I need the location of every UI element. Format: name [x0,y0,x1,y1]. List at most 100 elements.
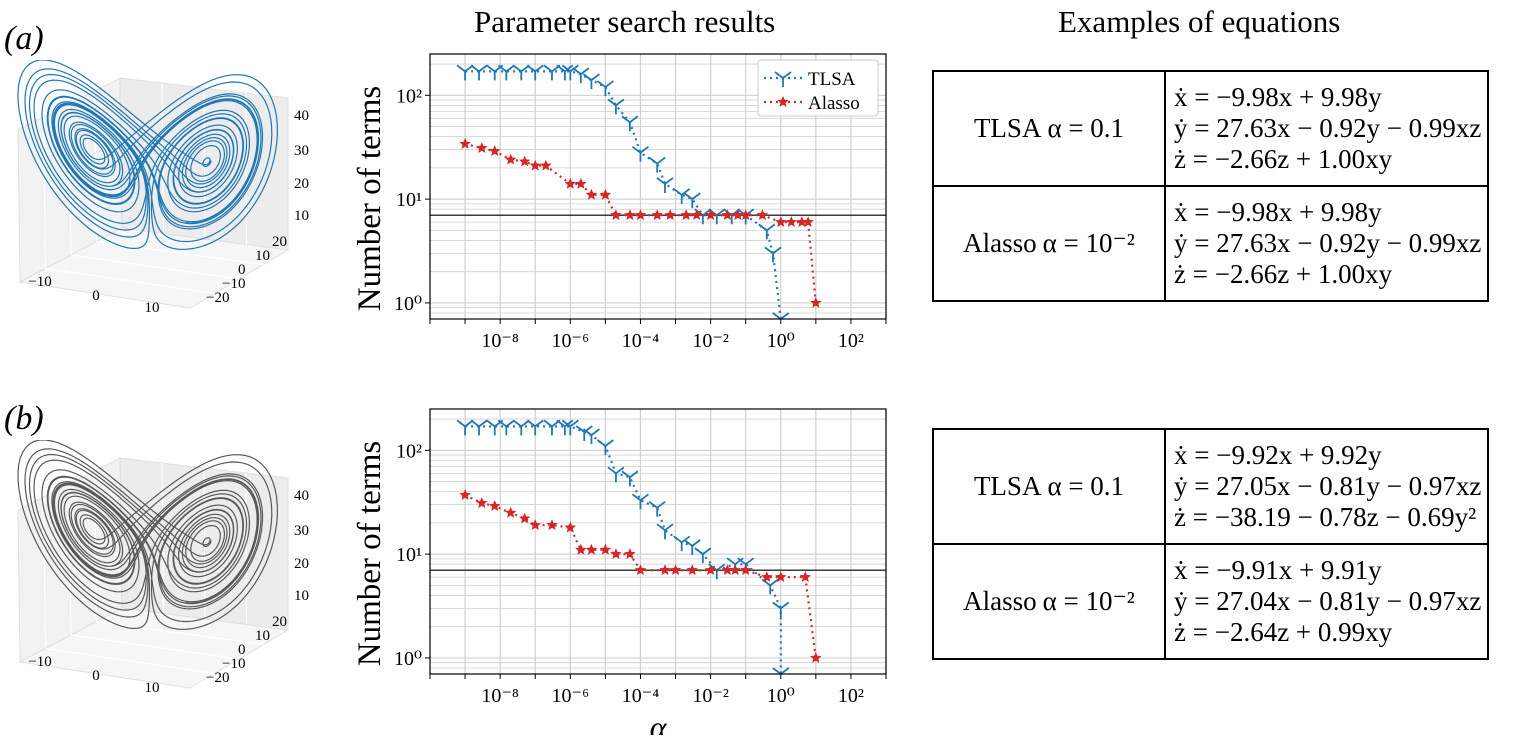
attractor-gridline [203,467,206,620]
data-point-tlsa [683,539,701,555]
table-row: Alasso α = 10⁻² ẋ = −9.91x + 9.91y ẏ = 27… [932,543,1490,660]
data-point-tlsa [772,667,790,674]
data-point-alasso [519,512,531,524]
x-tick-label: 10⁻⁶ [552,685,590,707]
legend: TLSA Alasso [757,59,879,117]
data-point-tlsa [497,64,515,81]
data-point-alasso [721,209,734,220]
attractor-gridline [42,496,47,649]
data-point-alasso [669,564,682,575]
data-point-alasso [624,209,636,220]
attractor-y-tick: 0 [238,262,246,278]
data-point-alasso [599,543,612,555]
attractor-gridline [45,267,215,295]
legend-marker [777,96,789,107]
attractor-pane [18,607,290,689]
attractor-x-tick: 0 [92,668,100,684]
attractor-gridline [42,116,47,269]
data-point-alasso [529,519,541,530]
equation-x: ẋ = −9.91x + 9.91y [1174,555,1382,585]
equation-z: ż = −2.66z + 1.00xy [1174,144,1393,174]
data-point-tlsa [673,535,691,552]
data-point-tlsa [694,547,712,564]
x-tick-label: 10⁻⁴ [622,685,660,707]
data-point-tlsa [648,156,666,173]
data-point-tlsa [543,419,561,436]
data-point-alasso [721,564,734,575]
data-point-alasso [740,209,752,220]
x-tick-label: 10⁻² [692,685,729,707]
data-point-tlsa [621,470,639,487]
data-point-alasso [796,216,808,227]
legend-marker [774,71,792,87]
equations-cell: ẋ = −9.92x + 9.92y ẏ = 27.05x − 0.81y − … [1163,428,1490,545]
attractor-z-tick: 40 [294,108,309,124]
x-tick-label: 10² [838,685,864,707]
equation-y: ẏ = 27.63x − 0.92y − 0.99xz [1174,113,1482,143]
data-point-alasso [691,209,703,220]
data-point-tlsa [572,67,590,84]
data-point-alasso [634,564,647,575]
data-point-tlsa [607,98,625,115]
equation-z: ż = −2.64z + 0.99xy [1174,617,1393,647]
method-param: α = 0.1 [1047,471,1125,501]
data-point-alasso [664,209,676,220]
data-point-tlsa [512,64,530,81]
data-point-tlsa [512,419,530,436]
method-name: Alasso [963,586,1037,616]
attractor-x-tick: −10 [28,274,51,290]
attractor-y-tick: 0 [238,642,246,658]
panel-a-label: (a) [4,20,44,57]
attractor-x-tick: 10 [145,300,160,316]
data-point-tlsa [561,419,579,436]
data-point-tlsa [556,419,574,436]
legend-label: TLSA [808,69,856,90]
data-point-tlsa [772,601,790,618]
plot-frame [429,408,887,675]
method-cell: Alasso α = 10⁻² [932,185,1166,302]
x-tick-label: 10⁻² [692,330,729,350]
attractor-z-tick: 40 [294,488,309,504]
data-point-alasso [624,548,636,559]
data-point-tlsa [764,246,782,263]
attractor-y-tick: 20 [272,614,287,630]
parameter-search-chart-b: 10⁻⁸ 10⁻⁶ 10⁻⁴ 10⁻² 10⁰ 10² 10⁰ 10¹ 10² Number of… [352,408,887,735]
data-point-tlsa [673,188,691,204]
data-point-tlsa [621,115,639,132]
data-point-alasso [775,216,787,227]
attractor-y-tick: −20 [206,290,229,306]
x-tick-label: 10⁻⁶ [552,330,590,350]
series-line-tlsa [465,70,782,319]
data-point-alasso [704,209,717,220]
method-cell: Alasso α = 10⁻² [932,543,1166,660]
data-point-tlsa [596,439,614,456]
attractor-y-tick: −10 [222,656,245,672]
method-name: TLSA [973,471,1042,501]
data-point-alasso [529,159,541,171]
attractor-y-tick: 10 [255,248,270,264]
y-tick-label: 10² [396,440,422,462]
equation-y: ẏ = 27.05x − 0.81y − 0.97xz [1174,471,1482,501]
equation-z: ż = −2.66z + 1.00xy [1174,259,1393,289]
data-point-alasso [564,177,576,189]
panel-b-label: (b) [4,400,44,437]
data-point-tlsa [631,493,650,510]
method-name: Alasso [963,228,1037,258]
equation-x: ẋ = −9.98x + 9.98y [1174,82,1382,112]
data-point-alasso [761,571,773,582]
equation-z: ż = −38.19 − 0.78z − 0.69y² [1174,502,1477,532]
attractor-gridline [70,634,240,660]
data-point-alasso [599,188,612,200]
data-point-tlsa [497,419,515,436]
attractor-y-tick: −20 [206,670,229,686]
attractor-gridline [96,240,264,266]
y-tick-label: 10¹ [396,544,422,566]
data-point-alasso [476,142,488,153]
x-tick-label: 10² [838,330,864,350]
attractor-gridline [245,92,248,245]
y-tick-label: 10² [396,85,422,107]
attractor-x-tick: 0 [92,288,100,304]
attractor-3d-box [17,77,290,309]
data-point-alasso [704,564,717,575]
